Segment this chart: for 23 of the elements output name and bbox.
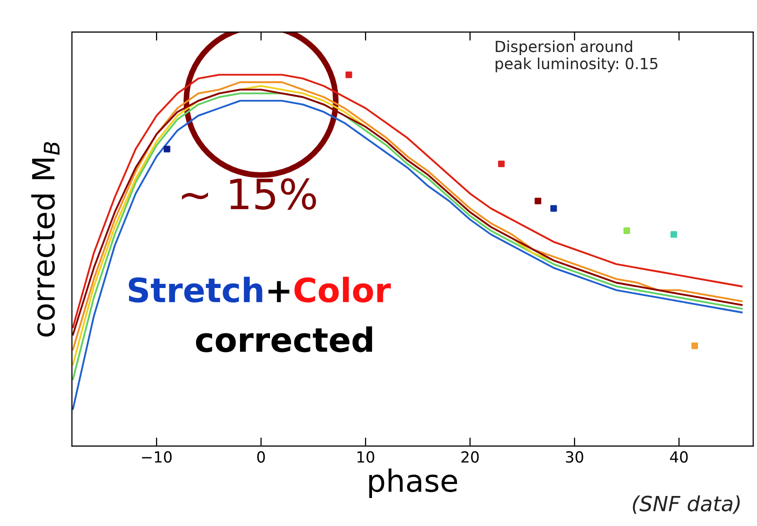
x-axis-title: phase: [369, 468, 458, 498]
point: [346, 71, 352, 78]
point: [550, 205, 557, 212]
x-tick-label: 0: [257, 451, 265, 463]
x-tick-label: 40: [670, 451, 688, 463]
text: Dispersion around peak luminosity: 0.15: [496, 40, 658, 72]
x-tick-label: 10: [358, 451, 374, 463]
x-tick-label: −10: [142, 451, 172, 463]
point: [164, 146, 170, 152]
text: (SNF data): [632, 495, 740, 514]
annotation: ~ 15%: [182, 178, 316, 210]
point: [691, 342, 698, 350]
annotation: Color: [294, 276, 391, 303]
point: [534, 198, 542, 204]
annotation: corrected: [196, 326, 372, 352]
x-tick-label: 30: [566, 451, 584, 463]
annotation: +: [268, 281, 290, 302]
point: [498, 160, 505, 168]
annotation: Stretch: [128, 276, 262, 303]
x-tick-label: 20: [461, 451, 479, 463]
point: [670, 231, 678, 238]
y-axis-title: corrected M$_{B}$: [31, 142, 60, 337]
point: [623, 227, 630, 234]
